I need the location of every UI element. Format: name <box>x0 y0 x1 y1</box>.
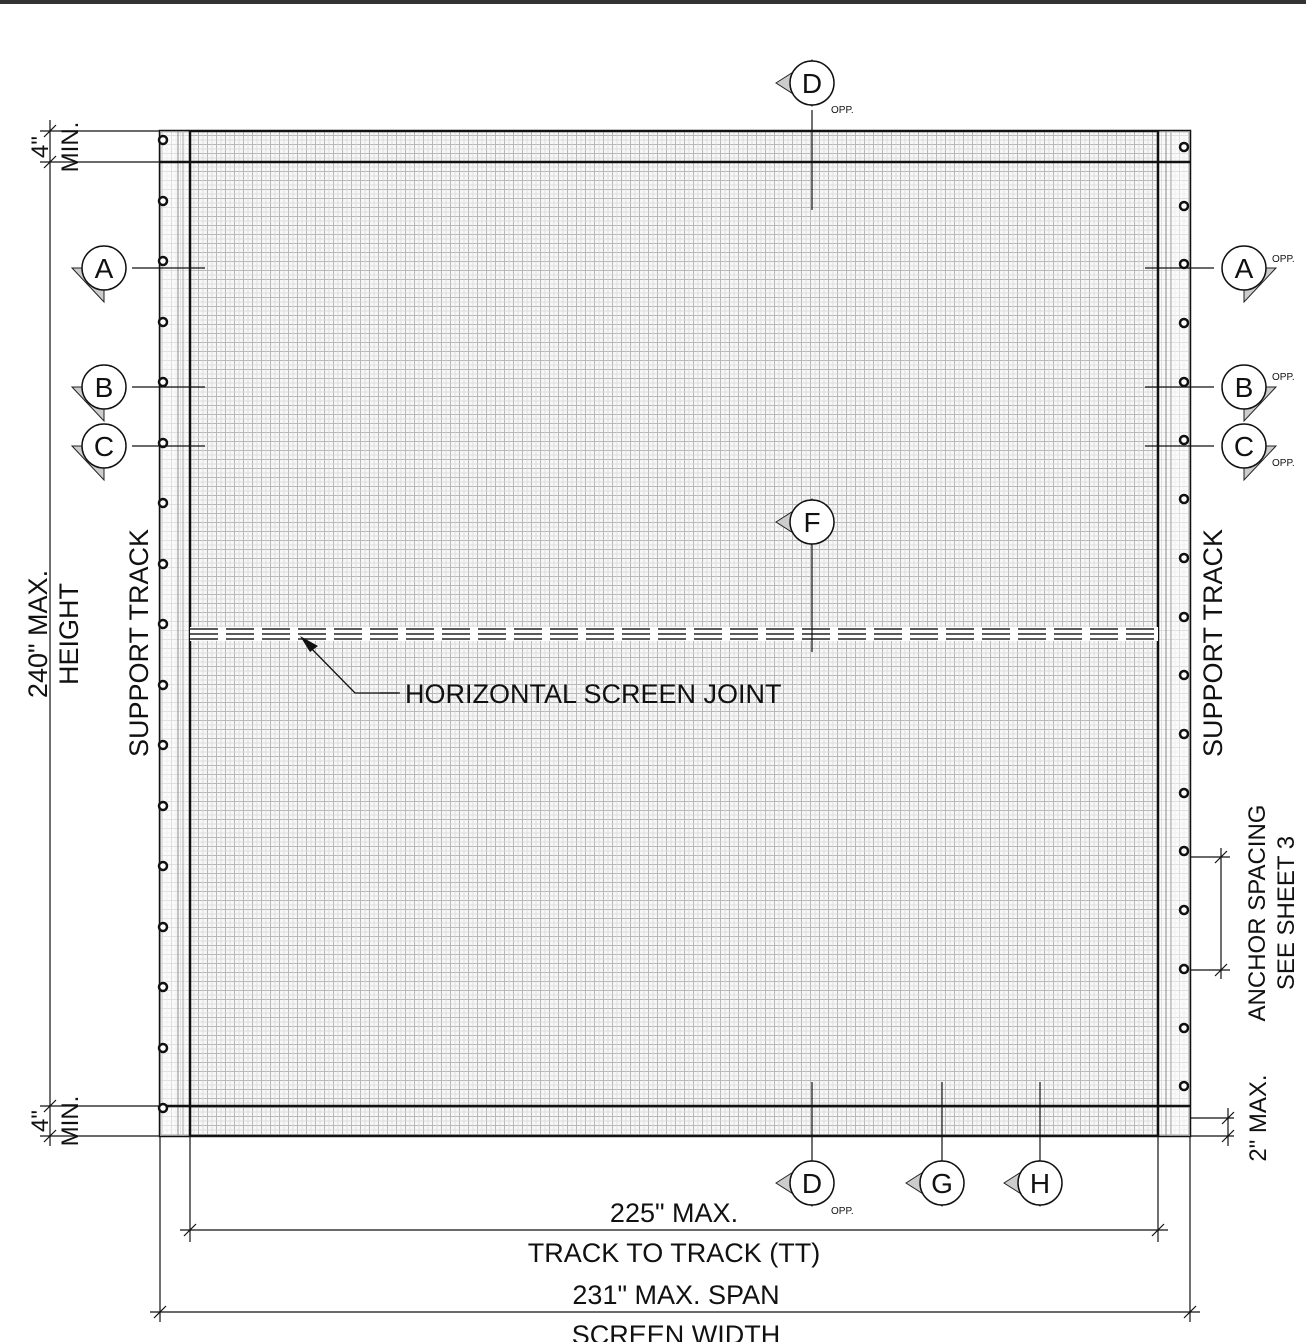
anchor-bolt <box>1178 552 1190 564</box>
horizontal-screen-joint <box>190 627 1158 641</box>
anchor-bolt <box>157 376 169 388</box>
anchor-bolt <box>157 316 169 328</box>
bubble-opp: OPP. <box>831 1206 854 1217</box>
height-dimension <box>40 120 160 1146</box>
anchor-bolt <box>157 679 169 691</box>
anchor-bolt <box>157 558 169 570</box>
anchor-bolt <box>1178 376 1190 388</box>
height-value: 240" MAX. <box>23 570 53 698</box>
anchor-spacing-label: ANCHOR SPACING <box>1244 805 1271 1022</box>
bottom-clearance-value: 4" <box>27 1110 54 1132</box>
bubble-D-bottom: D OPP. <box>775 1159 854 1217</box>
bubble-letter: G <box>931 1168 953 1199</box>
left-support-track <box>160 131 192 1136</box>
anchor-bolt <box>157 134 169 146</box>
anchor-bolt <box>157 981 169 993</box>
width-dimensions <box>150 1136 1200 1322</box>
anchor-bolt <box>157 739 169 751</box>
anchor-bolt <box>157 860 169 872</box>
bubble-letter: B <box>95 372 114 403</box>
bubble-opp: OPP. <box>831 105 854 116</box>
anchor-bolt <box>1178 434 1190 446</box>
anchor-bolt <box>157 497 169 509</box>
anchor-bolt <box>1178 493 1190 505</box>
anchor-bolt <box>1178 317 1190 329</box>
bubble-opp: OPP. <box>1272 372 1295 383</box>
anchor-bolt <box>1178 1080 1190 1092</box>
anchor-bolt <box>157 1102 169 1114</box>
joint-label: HORIZONTAL SCREEN JOINT <box>405 679 782 709</box>
two-max-dimension <box>1190 1108 1235 1146</box>
bubble-B-right: B OPP. <box>1221 364 1295 423</box>
anchor-bolt <box>1178 728 1190 740</box>
span-value: 231" MAX. SPAN <box>572 1280 779 1310</box>
bubble-opp: OPP. <box>1272 458 1295 469</box>
bubble-letter: B <box>1235 372 1254 403</box>
bubble-G: G <box>905 1159 965 1207</box>
bubble-letter: H <box>1030 1168 1050 1199</box>
right-anchors <box>1178 141 1190 1092</box>
tt-label: TRACK TO TRACK (TT) <box>528 1238 821 1268</box>
bubble-A-right: A OPP. <box>1221 245 1295 304</box>
anchor-bolt <box>1178 611 1190 623</box>
bubble-letter: A <box>1235 253 1254 284</box>
anchor-bolt <box>1178 669 1190 681</box>
anchor-bolt <box>1178 200 1190 212</box>
top-clearance-value: 4" <box>27 136 54 158</box>
left-anchors <box>157 134 169 1114</box>
anchor-bolt <box>157 921 169 933</box>
anchor-bolt <box>157 195 169 207</box>
bubble-A-left: A <box>70 245 127 304</box>
anchor-bolt <box>157 437 169 449</box>
bubble-letter: C <box>1234 431 1254 462</box>
anchor-bolt <box>157 1042 169 1054</box>
anchor-bolt <box>1178 787 1190 799</box>
bubble-letter: D <box>802 1168 822 1199</box>
joint-leader <box>300 636 400 694</box>
bubble-letter: D <box>802 68 822 99</box>
tt-value: 225" MAX. <box>610 1198 738 1228</box>
bubble-F: F <box>775 498 835 546</box>
bottom-clearance-min: MIN. <box>57 1096 84 1147</box>
anchor-spacing-note: SEE SHEET 3 <box>1273 836 1300 990</box>
bubble-D-top: D OPP. <box>775 59 854 116</box>
bubble-letter: A <box>95 253 114 284</box>
anchor-bolt <box>1178 141 1190 153</box>
section-leaders <box>132 110 1214 1160</box>
anchor-bolt <box>157 618 169 630</box>
right-support-track <box>1156 131 1190 1136</box>
anchor-bolt <box>1178 963 1190 975</box>
bubble-opp: OPP. <box>1272 254 1295 265</box>
anchor-bolt <box>1178 904 1190 916</box>
bubble-B-left: B <box>70 364 127 423</box>
anchor-bolt <box>157 255 169 267</box>
support-track-right-label: SUPPORT TRACK <box>1198 529 1228 757</box>
anchor-bolt <box>1178 1022 1190 1034</box>
page-border <box>0 0 1306 4</box>
bubble-C-right: C OPP. <box>1221 423 1295 482</box>
bubble-letter: F <box>803 507 820 538</box>
bubble-H: H <box>1003 1159 1063 1207</box>
bubble-letter: C <box>94 431 114 462</box>
height-label: HEIGHT <box>54 583 84 685</box>
support-track-left-label: SUPPORT TRACK <box>124 529 154 757</box>
bubble-C-left: C <box>70 423 127 482</box>
top-clearance-min: MIN. <box>57 122 84 173</box>
span-label: SCREEN WIDTH <box>572 1320 781 1342</box>
anchor-bolt <box>1178 845 1190 857</box>
anchor-spacing-dimension <box>1190 848 1230 979</box>
two-max-label: 2" MAX. <box>1245 1074 1272 1161</box>
anchor-bolt <box>157 800 169 812</box>
anchor-bolt <box>1178 258 1190 270</box>
